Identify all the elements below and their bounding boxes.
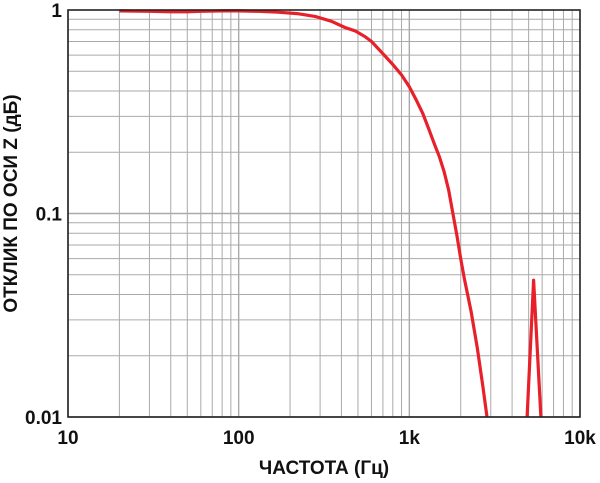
x-tick-labels: 10 100 1k 10k (57, 428, 596, 449)
y-axis-label: ОТКЛИК ПО ОСИ Z (дБ) (1, 94, 22, 312)
x-axis-label: ЧАСТОТА (Гц) (259, 458, 389, 479)
x-tick-label: 10k (564, 428, 596, 449)
series-layer (119, 9, 543, 418)
y-tick-label: 1 (51, 1, 62, 22)
x-tick-label: 1k (399, 428, 421, 449)
y-tick-label: 0.1 (36, 205, 63, 226)
y-tick-label: 0.01 (25, 408, 62, 429)
y-tick-labels: 1 0.1 0.01 (25, 1, 62, 429)
plot-frame (67, 9, 581, 418)
grid (67, 10, 580, 418)
x-tick-label: 10 (57, 428, 78, 449)
response-curve (119, 9, 489, 418)
response-curve (525, 278, 543, 418)
x-tick-label: 100 (223, 428, 255, 449)
